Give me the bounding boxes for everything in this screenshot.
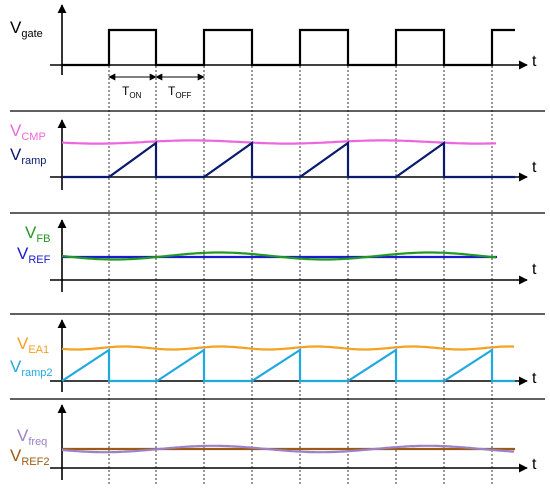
t-label-fb: t xyxy=(532,261,537,278)
vramp-label: Vramp xyxy=(10,145,46,167)
t-label-ea: t xyxy=(532,370,537,387)
t-label-ramp: t xyxy=(532,159,537,176)
vref2-label: VREF2 xyxy=(10,446,49,468)
vfreq-label: Vfreq xyxy=(17,426,47,448)
time-axis-labels: t t t t t xyxy=(532,53,537,473)
vramp2-waveform xyxy=(61,347,515,383)
vcmp-waveform xyxy=(61,139,497,145)
vgate-label: Vgate xyxy=(10,18,43,40)
vramp-waveform xyxy=(62,140,515,179)
waveforms xyxy=(61,28,515,454)
vea1-label: VEA1 xyxy=(17,334,49,356)
t-label-gate: t xyxy=(532,53,537,70)
ton-label: TON xyxy=(122,84,142,100)
vgate-waveform xyxy=(62,28,515,67)
vfb-label: VFB xyxy=(25,223,50,245)
signal-labels: Vgate VCMP Vramp VFB VREF VEA1 Vramp2 Vf… xyxy=(10,18,53,468)
timing-annotations: TON TOFF xyxy=(108,73,205,100)
vea1-waveform xyxy=(61,345,515,351)
vramp2-label: Vramp2 xyxy=(10,357,53,379)
vfreq-waveform xyxy=(61,444,515,454)
panel-dividers xyxy=(10,110,545,400)
toff-label: TOFF xyxy=(168,84,191,100)
axes xyxy=(50,4,528,480)
vref-label: VREF xyxy=(17,244,51,266)
t-label-freq: t xyxy=(532,456,537,473)
vfb-waveform xyxy=(61,251,497,261)
vcmp-label: VCMP xyxy=(10,121,46,143)
